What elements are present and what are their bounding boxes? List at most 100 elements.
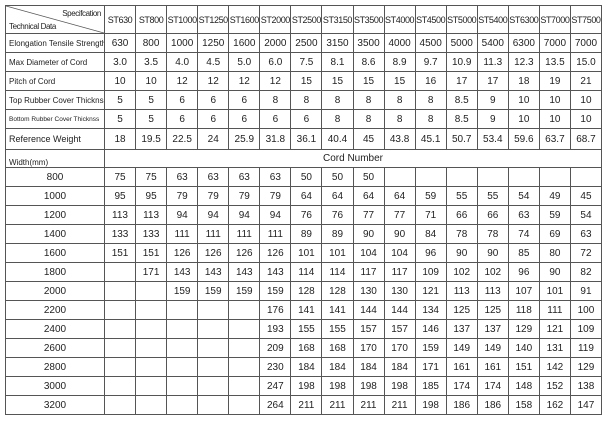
cord-count: 170 xyxy=(383,338,416,358)
cord-count: 90 xyxy=(383,224,416,244)
cell-value: 8 xyxy=(383,109,416,129)
spec-header: ST5000 xyxy=(445,5,478,34)
cord-count: 176 xyxy=(259,300,292,320)
cord-count: 148 xyxy=(507,376,540,396)
cell-value: 1600 xyxy=(228,33,261,53)
technical-row: Pitch of Cord 10 10 12 12 12 12 15 15 15 15 16 17 17 1… xyxy=(5,71,603,91)
cord-count xyxy=(135,376,168,396)
cell-value: 2000 xyxy=(259,33,292,53)
cord-count: 134 xyxy=(414,300,447,320)
cord-count: 174 xyxy=(476,376,509,396)
cord-count xyxy=(228,338,261,358)
cell-value: 5 xyxy=(135,109,168,129)
cord-count: 211 xyxy=(383,395,416,415)
cord-count: 75 xyxy=(135,167,168,187)
cord-count: 129 xyxy=(507,319,540,339)
cord-row: 1000 95 95 79 79 79 79 64 64 64 64 59 55 55 54 49 45 xyxy=(5,186,603,206)
cell-value: 10 xyxy=(569,90,603,110)
cord-count: 130 xyxy=(352,281,385,301)
cord-count xyxy=(383,167,416,187)
cell-value: 7000 xyxy=(569,33,603,53)
technical-data-label: Technical Data xyxy=(9,22,56,31)
cord-count: 101 xyxy=(290,243,323,263)
belt-width: 2000 xyxy=(5,281,105,301)
row-label: Bottom Rubber Cover Thicknss xyxy=(5,109,105,129)
cell-value: 16 xyxy=(414,71,447,91)
cord-count: 50 xyxy=(290,167,323,187)
cord-row: 2600 209 168 168 170 170 159 149 149 140 131 119 xyxy=(5,338,603,358)
cord-count: 126 xyxy=(197,243,230,263)
cord-count: 171 xyxy=(135,262,168,282)
belt-width: 3200 xyxy=(5,395,105,415)
cord-count: 151 xyxy=(103,243,137,263)
cell-value: 7000 xyxy=(538,33,571,53)
cord-count: 185 xyxy=(414,376,447,396)
cord-count: 264 xyxy=(259,395,292,415)
cord-count: 94 xyxy=(259,205,292,225)
row-label: Pitch of Cord xyxy=(5,71,105,91)
cord-count xyxy=(197,300,230,320)
cord-count: 113 xyxy=(445,281,478,301)
cell-value: 31.8 xyxy=(259,128,292,150)
cord-count: 159 xyxy=(197,281,230,301)
cord-count: 113 xyxy=(103,205,137,225)
spec-header: ST3150 xyxy=(321,5,354,34)
cell-value: 12.3 xyxy=(507,52,540,72)
cord-count: 64 xyxy=(383,186,416,206)
cord-count: 94 xyxy=(197,205,230,225)
cord-count: 90 xyxy=(352,224,385,244)
cell-value: 7.5 xyxy=(290,52,323,72)
cord-count: 247 xyxy=(259,376,292,396)
cord-row: 3200 264 211 211 211 211 198 186 186 158 162 147 xyxy=(5,395,603,415)
cord-count: 79 xyxy=(197,186,230,206)
cell-value: 12 xyxy=(228,71,261,91)
cord-count: 184 xyxy=(352,357,385,377)
cord-count xyxy=(135,357,168,377)
cord-count xyxy=(228,319,261,339)
cord-count xyxy=(103,395,137,415)
cord-count: 102 xyxy=(476,262,509,282)
row-label: Max Diameter of Cord xyxy=(5,52,105,72)
cord-count: 49 xyxy=(538,186,571,206)
cord-count: 140 xyxy=(507,338,540,358)
cell-value: 40.4 xyxy=(321,128,354,150)
cord-count xyxy=(103,281,137,301)
cell-value: 5 xyxy=(135,90,168,110)
cell-value: 11.3 xyxy=(476,52,509,72)
cord-count xyxy=(103,357,137,377)
cell-value: 6 xyxy=(197,90,230,110)
cord-count: 114 xyxy=(290,262,323,282)
cord-count: 149 xyxy=(445,338,478,358)
cord-count: 209 xyxy=(259,338,292,358)
cord-count: 155 xyxy=(290,319,323,339)
cord-count: 174 xyxy=(445,376,478,396)
cord-count: 211 xyxy=(290,395,323,415)
cell-value: 10 xyxy=(569,109,603,129)
cell-value: 630 xyxy=(103,33,137,53)
cell-value: 4500 xyxy=(414,33,447,53)
cord-count: 184 xyxy=(383,357,416,377)
spec-header: ST7500 xyxy=(569,5,603,34)
cord-count: 64 xyxy=(290,186,323,206)
cell-value: 8 xyxy=(383,90,416,110)
cord-count: 95 xyxy=(135,186,168,206)
conveyor-belt-spec-table: Specifcation Technical Data ST630 ST800 ST10… xyxy=(5,5,603,415)
cord-count: 69 xyxy=(538,224,571,244)
cord-count: 146 xyxy=(414,319,447,339)
cord-count: 126 xyxy=(228,243,261,263)
diagonal-divider xyxy=(6,6,104,33)
cord-count: 128 xyxy=(290,281,323,301)
cell-value: 15 xyxy=(383,71,416,91)
cord-count: 198 xyxy=(352,376,385,396)
cord-count xyxy=(228,300,261,320)
cord-count xyxy=(166,395,199,415)
cord-count: 151 xyxy=(135,243,168,263)
cord-count: 158 xyxy=(507,395,540,415)
cord-count xyxy=(197,319,230,339)
cord-row: 2400 193 155 155 157 157 146 137 137 129 121 109 xyxy=(5,319,603,339)
cord-count: 198 xyxy=(383,376,416,396)
cell-value: 8 xyxy=(414,90,447,110)
cell-value: 9 xyxy=(476,109,509,129)
cord-count: 54 xyxy=(569,205,603,225)
cord-count xyxy=(476,167,509,187)
